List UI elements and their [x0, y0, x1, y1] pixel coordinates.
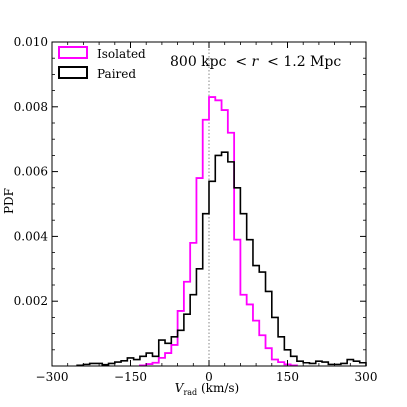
histogram-isolated — [139, 96, 298, 367]
distance-range-annotation: 800 kpc < r < 1.2 Mpc — [170, 54, 341, 70]
legend-swatch-isolated — [58, 46, 88, 59]
x-tick-label: −150 — [114, 370, 147, 384]
y-tick-label: 0.010 — [14, 35, 48, 49]
legend-label-paired: Paired — [97, 67, 136, 81]
plot-area: −300 −150 0 150 300 0.002 0.004 0.006 0.008 0.010 — [14, 35, 378, 384]
x-tick-label: 0 — [205, 370, 213, 384]
y-tick-label: 0.006 — [14, 165, 48, 179]
x-axis-label: Vrad (km/s) — [175, 381, 239, 397]
legend: Isolated Paired — [58, 46, 146, 81]
legend-swatch-paired — [58, 66, 88, 79]
y-tick-label: 0.004 — [14, 229, 49, 243]
histogram-paired — [76, 151, 367, 367]
x-tick-label: 300 — [355, 370, 378, 384]
y-axis-label: PDF — [2, 188, 16, 214]
x-tick-label: 150 — [276, 370, 299, 384]
y-tick-label: 0.002 — [14, 294, 48, 308]
legend-label-isolated: Isolated — [97, 47, 146, 61]
y-tick-label: 0.008 — [14, 100, 48, 114]
x-tick-label: −300 — [36, 370, 69, 384]
